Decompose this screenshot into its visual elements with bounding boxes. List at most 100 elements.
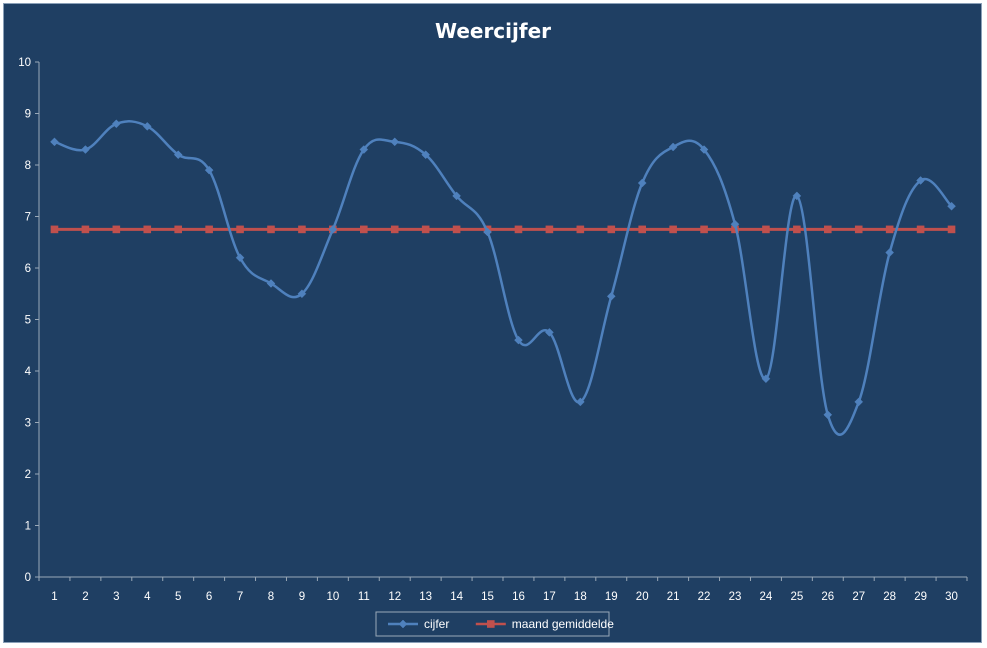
y-tick-label: 5	[25, 315, 31, 327]
x-tick-label: 30	[945, 591, 958, 603]
data-point	[885, 248, 895, 257]
data-point	[81, 145, 90, 154]
data-point	[266, 279, 276, 288]
data-point	[854, 397, 864, 407]
x-tick-label: 29	[914, 591, 927, 603]
data-point	[545, 328, 554, 337]
data-point	[483, 227, 492, 237]
data-point	[576, 225, 585, 234]
x-tick-label: 14	[450, 591, 463, 603]
data-point	[328, 225, 338, 234]
x-tick-label: 23	[729, 591, 742, 603]
x-tick-label: 18	[574, 591, 587, 603]
x-tick-label: 1	[51, 591, 57, 603]
data-point	[50, 225, 59, 234]
data-point	[575, 397, 585, 407]
y-tick-label: 2	[25, 469, 31, 481]
data-point	[205, 225, 213, 234]
data-point	[854, 225, 863, 234]
data-point	[452, 225, 461, 234]
x-tick-label: 25	[790, 591, 803, 603]
data-point	[607, 225, 616, 234]
data-point	[947, 201, 956, 211]
data-point	[111, 119, 121, 129]
data-point	[173, 150, 183, 160]
data-point	[235, 253, 245, 263]
data-point	[421, 225, 430, 234]
x-tick-label: 21	[667, 591, 680, 603]
chart-title: Weercijfer	[435, 19, 551, 43]
data-point	[514, 335, 523, 345]
y-tick-label: 9	[25, 109, 31, 121]
data-point	[143, 225, 152, 234]
y-tick-label: 8	[25, 160, 31, 172]
x-tick-label: 12	[388, 591, 401, 603]
y-tick-label: 4	[25, 366, 32, 378]
x-tick-label: 24	[760, 591, 773, 603]
x-tick-label: 9	[299, 591, 305, 603]
data-point	[823, 410, 833, 420]
data-point	[142, 122, 152, 131]
legend-box	[375, 611, 610, 637]
data-point	[699, 145, 709, 154]
series-line	[54, 120, 953, 436]
x-tick-label: 15	[481, 591, 494, 603]
data-point	[668, 142, 678, 152]
data-point	[236, 225, 244, 234]
data-point	[297, 289, 307, 299]
series-cijfer	[50, 119, 956, 436]
x-tick-label: 2	[82, 591, 88, 603]
data-point	[762, 225, 770, 234]
x-tick-label: 5	[175, 591, 181, 603]
data-point	[390, 137, 400, 147]
x-tick-label: 26	[821, 591, 834, 603]
x-tick-label: 28	[883, 591, 896, 603]
data-point	[730, 219, 740, 229]
data-point	[421, 150, 431, 160]
data-point	[700, 225, 708, 234]
x-tick-label: 3	[113, 591, 119, 603]
data-point	[514, 225, 523, 234]
x-tick-label: 10	[326, 591, 339, 603]
data-point	[390, 225, 399, 234]
data-point	[916, 225, 925, 234]
legend-label: maand gemiddelde	[512, 617, 614, 631]
data-point	[359, 145, 369, 154]
series-maand-gemiddelde	[50, 225, 956, 234]
data-point	[360, 225, 368, 234]
data-point	[793, 225, 801, 234]
y-tick-label: 6	[25, 263, 31, 275]
data-point	[947, 225, 956, 234]
x-tick-label: 16	[512, 591, 525, 603]
chart-area	[3, 3, 982, 643]
x-tick-label: 11	[358, 591, 370, 603]
data-point	[824, 225, 832, 234]
data-point	[792, 191, 802, 201]
y-tick-label: 1	[25, 521, 31, 533]
x-tick-label: 8	[268, 591, 274, 603]
x-tick-label: 27	[852, 591, 865, 603]
x-tick-label: 7	[237, 591, 243, 603]
data-point	[452, 191, 461, 201]
data-point	[545, 225, 554, 234]
legend: cijfer maand gemiddelde	[375, 611, 614, 637]
x-tick-label: 13	[419, 591, 432, 603]
data-point	[761, 374, 771, 384]
data-point	[916, 176, 925, 185]
y-tick-label: 3	[25, 418, 31, 430]
x-tick-label: 17	[543, 591, 556, 603]
legend-marker	[487, 620, 495, 628]
series-layer	[50, 119, 956, 436]
data-point	[637, 178, 647, 188]
x-tick-label: 20	[636, 591, 649, 603]
data-point	[50, 137, 59, 147]
data-point	[174, 225, 182, 234]
data-point	[112, 225, 121, 234]
data-point	[267, 225, 275, 234]
legend-marker	[398, 619, 408, 629]
data-point	[298, 225, 306, 234]
y-tick-label: 10	[18, 57, 31, 69]
data-point	[669, 225, 677, 234]
